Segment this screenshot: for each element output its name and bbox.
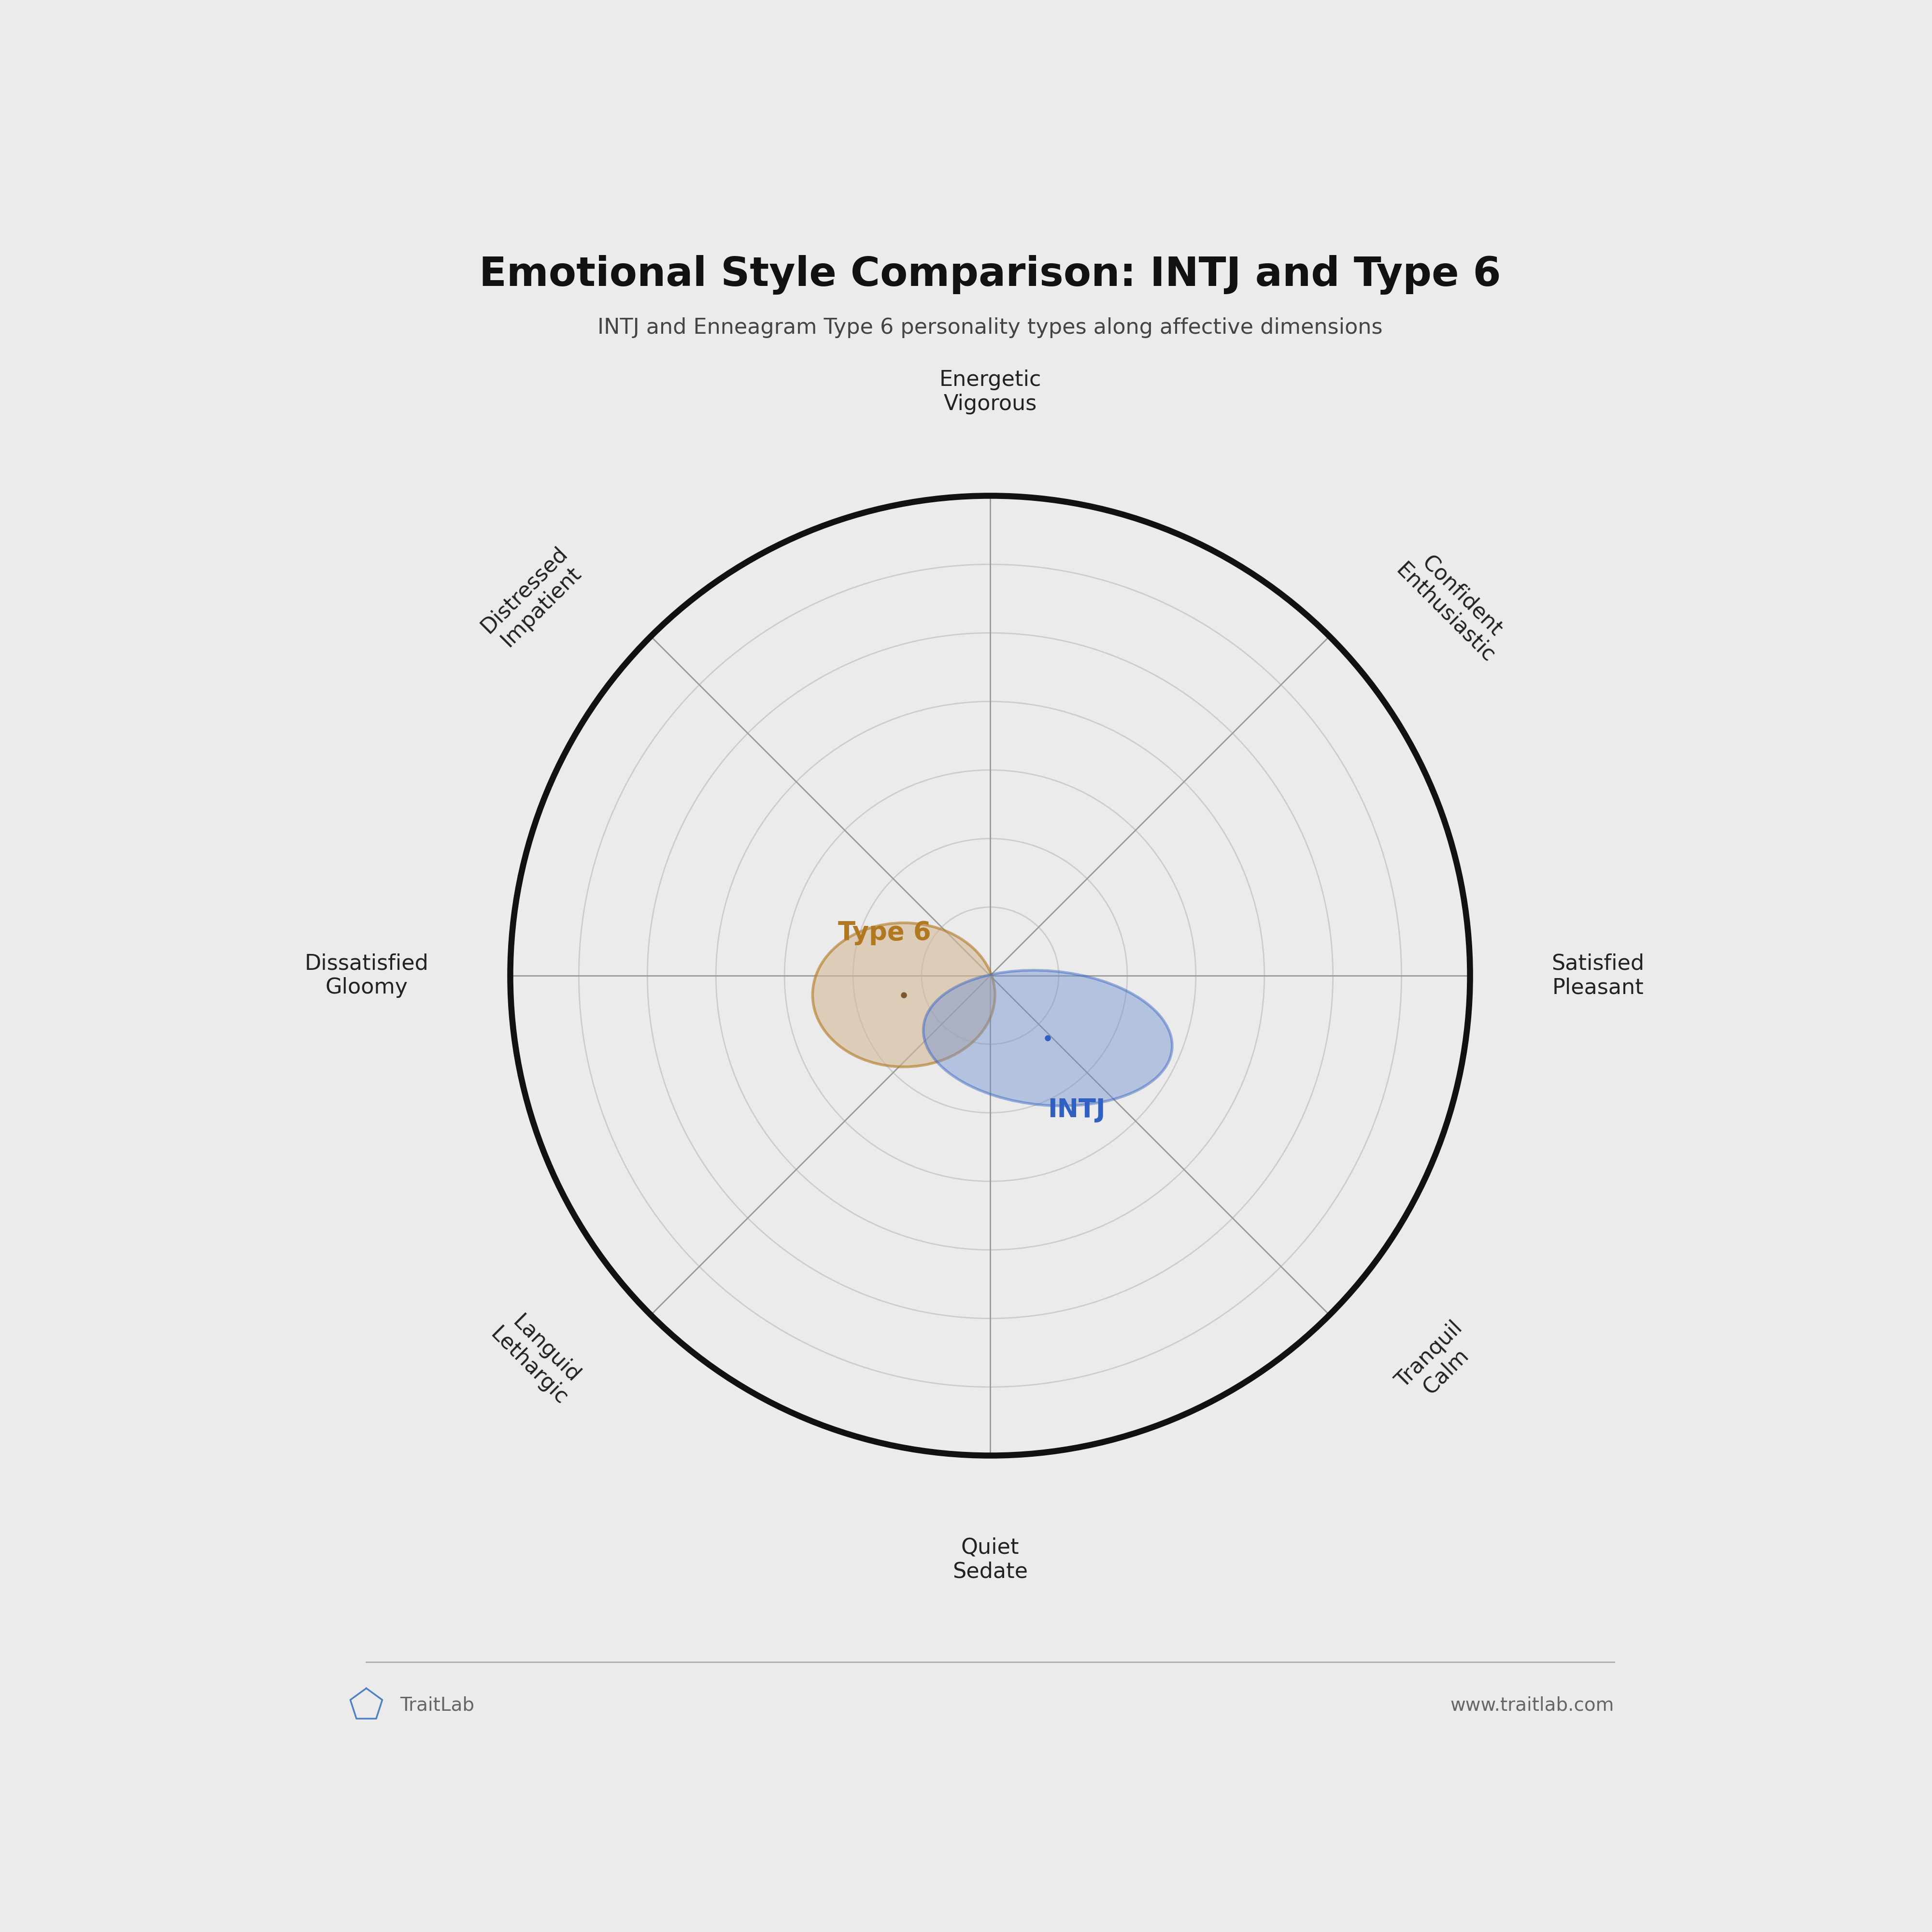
Text: INTJ: INTJ (1047, 1097, 1105, 1122)
Ellipse shape (813, 923, 995, 1066)
Text: Energetic
Vigorous: Energetic Vigorous (939, 369, 1041, 413)
Text: Dissatisfied
Gloomy: Dissatisfied Gloomy (305, 952, 429, 999)
Text: TraitLab: TraitLab (400, 1696, 473, 1714)
Text: www.traitlab.com: www.traitlab.com (1451, 1696, 1613, 1714)
Text: INTJ and Enneagram Type 6 personality types along affective dimensions: INTJ and Enneagram Type 6 personality ty… (597, 317, 1383, 338)
Text: Languid
Lethargic: Languid Lethargic (487, 1306, 589, 1408)
Text: Type 6: Type 6 (838, 920, 931, 945)
Ellipse shape (923, 970, 1173, 1105)
Text: Quiet
Sedate: Quiet Sedate (952, 1538, 1028, 1582)
Text: Emotional Style Comparison: INTJ and Type 6: Emotional Style Comparison: INTJ and Typ… (479, 255, 1501, 296)
Text: Satisfied
Pleasant: Satisfied Pleasant (1551, 952, 1644, 999)
Text: Confident
Enthusiastic: Confident Enthusiastic (1391, 543, 1517, 667)
Text: Distressed
Impatient: Distressed Impatient (477, 543, 589, 655)
Text: Tranquil
Calm: Tranquil Calm (1391, 1318, 1484, 1408)
